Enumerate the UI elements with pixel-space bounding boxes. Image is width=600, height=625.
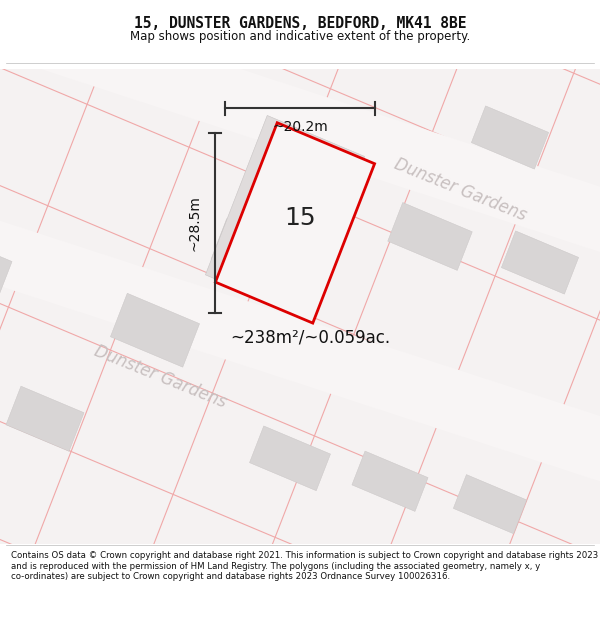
Text: Map shows position and indicative extent of the property.: Map shows position and indicative extent… [130,30,470,43]
Polygon shape [0,191,600,511]
Text: ~20.2m: ~20.2m [272,120,328,134]
Polygon shape [472,106,548,169]
Polygon shape [215,122,374,323]
Polygon shape [0,240,12,296]
Text: Contains OS data © Crown copyright and database right 2021. This information is : Contains OS data © Crown copyright and d… [11,551,598,581]
Polygon shape [110,293,200,367]
Polygon shape [6,386,84,451]
Text: ~238m²/~0.059ac.: ~238m²/~0.059ac. [230,329,390,346]
Text: Dunster Gardens: Dunster Gardens [391,155,529,224]
Text: 15, DUNSTER GARDENS, BEDFORD, MK41 8BE: 15, DUNSTER GARDENS, BEDFORD, MK41 8BE [134,16,466,31]
Text: 15: 15 [284,206,316,230]
Polygon shape [205,116,365,316]
Polygon shape [211,219,299,289]
Polygon shape [502,231,578,294]
Polygon shape [250,426,331,491]
Text: ~28.5m: ~28.5m [188,195,202,251]
Polygon shape [352,451,428,511]
Text: Dunster Gardens: Dunster Gardens [91,342,229,412]
Polygon shape [388,202,472,271]
Polygon shape [454,474,527,534]
Polygon shape [0,0,600,282]
